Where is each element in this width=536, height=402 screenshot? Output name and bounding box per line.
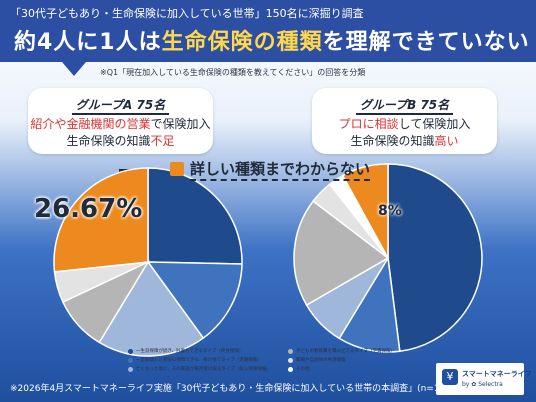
pie-slice xyxy=(53,167,149,273)
legend-item: 職場や自治体の共済保険 xyxy=(288,357,346,363)
legend-dot xyxy=(128,348,133,354)
footer-source: ※2026年4月スマートマネーライフ実施「30代子どもあり・生命保険に加入してい… xyxy=(10,384,455,394)
legend-label: 亡くなった後に、その家族が毎月受け取るタイプ（収入保障保険） xyxy=(136,367,271,372)
legend-dot xyxy=(288,348,293,354)
pie-slice xyxy=(387,163,483,353)
headline-mid: は xyxy=(138,30,162,55)
pie-chart-group-b xyxy=(293,163,483,353)
logo-by: by ✿ Selectra xyxy=(462,381,503,388)
pie-b-highlight-label: 8% xyxy=(378,203,402,219)
legend-label: 子どもの教育費を積み立てるタイプ（学資保険） xyxy=(296,349,395,354)
legend-dot xyxy=(288,357,293,363)
group-b-line2-pre: 生命保険の知識 xyxy=(350,134,435,148)
legend-dot xyxy=(128,357,133,363)
legend-dot xyxy=(288,366,293,372)
group-a-line1: 紹介や金融機関の営業で保険加入 xyxy=(28,117,213,132)
legend-item: その他 xyxy=(288,366,310,372)
pie-slice xyxy=(341,163,389,259)
headline-post: を理解できていない xyxy=(322,30,530,55)
group-b-line2-red: 高い xyxy=(434,134,459,148)
group-a-line2-red: 不足 xyxy=(150,134,175,148)
group-a-title: グループA 75名 xyxy=(71,96,170,115)
pie-a-highlight-label: 26.67% xyxy=(34,194,143,224)
unknown-type-badge: 詳しい種類までわからない xyxy=(170,158,371,181)
legend-label: 一生涯保障が続き、貯蓄もできるタイプ（終身保険） xyxy=(136,349,244,354)
group-a-line2: 生命保険の知識不足 xyxy=(28,134,213,149)
headline: 約4人に1人は生命保険の種類を理解できていない xyxy=(14,24,530,56)
orange-square-icon xyxy=(170,162,184,176)
survey-subtitle: 「30代子どもあり・生命保険に加入している世帯」150名に深掘り調査 xyxy=(10,7,364,20)
legend-label: その他 xyxy=(296,367,310,372)
group-a-line1-red: 紹介や金融機関の営業 xyxy=(30,117,151,131)
pie-slice xyxy=(98,260,205,357)
legend-label: 一定期間だけ割安に保障できる、掛け捨てタイプ（定期保険） xyxy=(136,358,262,363)
logo-name: スマートマネーライフ xyxy=(462,370,532,378)
group-a-card: グループA 75名 紹介や金融機関の営業で保険加入 生命保険の知識不足 xyxy=(28,88,213,154)
legend-label: 職場や自治体の共済保険 xyxy=(296,358,346,363)
group-a-line2-pre: 生命保険の知識 xyxy=(66,134,151,148)
unknown-type-label: 詳しい種類までわからない xyxy=(190,158,371,181)
legend-item: 子どもの教育費を積み立てるタイプ（学資保険） xyxy=(288,348,395,354)
question-note: ※Q1「現在加入している生命保険の種類を教えてください」の回答を分類 xyxy=(100,68,366,77)
group-b-line1-rest: して保険加入 xyxy=(398,117,471,131)
group-b-line1-red: プロに相談 xyxy=(338,117,399,131)
group-b-title: グループB 75名 xyxy=(355,96,454,115)
legend-item: 一生涯保障が続き、貯蓄もできるタイプ（終身保険） xyxy=(128,348,243,354)
pie-chart-group-a xyxy=(53,167,243,357)
header-pointer-arrow xyxy=(62,62,86,76)
logo-mark-icon: ¥ xyxy=(442,369,458,385)
pie-slice xyxy=(293,200,390,307)
legend-item: 一定期間だけ割安に保障できる、掛け捨てタイプ（定期保険） xyxy=(128,357,262,363)
group-b-line2: 生命保険の知識高い xyxy=(312,134,497,149)
group-b-card: グループB 75名 プロに相談して保険加入 生命保険の知識高い xyxy=(312,88,497,154)
legend-item: 亡くなった後に、その家族が毎月受け取るタイプ（収入保障保険） xyxy=(128,366,271,372)
pie-slice xyxy=(146,261,243,340)
brand-logo: ¥ スマートマネーライフ by ✿ Selectra xyxy=(436,363,532,395)
legend-dot xyxy=(128,366,133,372)
pie-slice xyxy=(147,167,243,265)
group-a-line1-rest: で保険加入 xyxy=(150,117,211,131)
headline-pre: 約4人に1人 xyxy=(14,30,139,55)
headline-highlight: 生命保険の種類 xyxy=(161,30,323,55)
header-banner: 「30代子どもあり・生命保険に加入している世帯」150名に深掘り調査 約4人に1… xyxy=(0,0,536,62)
group-b-line1: プロに相談して保険加入 xyxy=(312,117,497,132)
